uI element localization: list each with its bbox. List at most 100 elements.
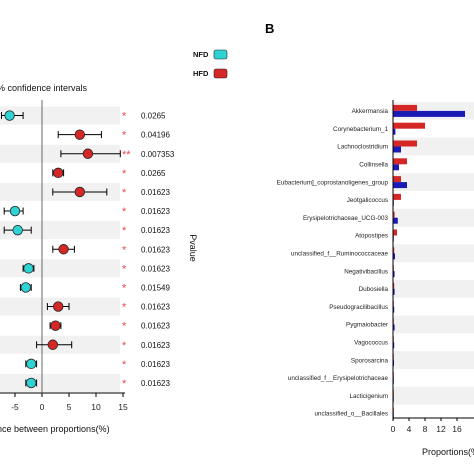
significance-star: * [122, 282, 127, 294]
right-category-labels: Akkermansia Corynebacterium_1 Lachnoclostr… [277, 108, 389, 418]
bar-hfd [393, 229, 397, 236]
bar-nfd [393, 324, 395, 331]
category-label: Erysipelotrichaceae_UCG-003 [303, 215, 389, 222]
category-label: Akkermansia [352, 108, 389, 115]
difference-point [74, 129, 86, 140]
difference-point [47, 339, 59, 350]
difference-point [82, 148, 94, 159]
pvalue-label: 0.01623 [141, 207, 170, 216]
category-label: Lacticigenium [349, 393, 388, 400]
difference-point [26, 377, 37, 389]
category-label: Eubacterium]_coprostanoligenes_group [277, 179, 389, 186]
right-x-axis-title: Proportions(% [422, 447, 474, 457]
significance-star: * [122, 244, 127, 256]
right-row-stripe [393, 280, 474, 298]
significance-star: * [122, 321, 127, 333]
right-row-stripe [393, 315, 474, 334]
pvalue-label: 0.0265 [141, 169, 166, 178]
pvalue-label: 0.01623 [141, 188, 170, 197]
x-tick-label: 15 [118, 402, 128, 412]
category-label: Corynebacterium_1 [333, 126, 388, 133]
significance-star: * [122, 340, 127, 352]
bar-nfd [393, 182, 407, 189]
category-label: Collinsella [359, 162, 388, 169]
category-label: Pseudogracilibacillus [329, 304, 388, 311]
significance-star: * [122, 130, 127, 142]
left-x-ticks: -5 0 5 10 15 [11, 393, 128, 412]
category-label: unclassified_f__Ruminococcaceae [291, 251, 388, 258]
bar-nfd [393, 164, 399, 171]
left-marks [1, 110, 121, 389]
bar-nfd [393, 306, 395, 313]
left-row-stripe [0, 221, 120, 240]
pvalue-label: 0.0265 [141, 112, 166, 121]
pvalue-label: 0.01623 [141, 264, 170, 273]
pvalue-label: 0.01623 [141, 226, 170, 235]
bar-hfd [393, 282, 395, 289]
category-label: Lachnoclostridium [337, 144, 388, 151]
left-subtitle: % confidence intervals [0, 83, 88, 93]
difference-point [26, 358, 37, 370]
bar-hfd [393, 193, 401, 200]
right-x-ticks: 0 4 8 12 16 [391, 418, 462, 434]
x-tick-label: -5 [11, 402, 19, 412]
x-tick-label: 8 [423, 424, 428, 434]
category-label: Dubosiella [359, 286, 389, 293]
bar-hfd [393, 247, 395, 254]
bar-hfd [393, 140, 417, 147]
bar-hfd [393, 122, 425, 129]
significance-star: ** [122, 149, 131, 161]
difference-point [20, 282, 32, 293]
significance-star: * [122, 359, 127, 371]
left-x-axis-title: nce between proportions(%) [0, 424, 110, 434]
bar-nfd [393, 253, 395, 260]
x-tick-label: 12 [436, 424, 446, 434]
bar-nfd [393, 271, 395, 278]
left-row-stripe [0, 373, 120, 392]
legend-label-nfd: NFD [193, 50, 209, 59]
x-tick-label: 0 [391, 424, 396, 434]
significance-star: * [122, 206, 127, 218]
x-tick-label: 5 [67, 402, 72, 412]
pvalue-label: 0.01623 [141, 379, 170, 388]
right-row-stripe [393, 244, 474, 263]
category-label: unclassified_o__Bacillales [314, 411, 388, 418]
significance-star: * [122, 302, 127, 314]
legend-label-hfd: HFD [193, 69, 209, 78]
pvalue-label: 0.01623 [141, 360, 170, 369]
difference-point [58, 244, 69, 255]
difference-point [53, 301, 64, 312]
difference-point [74, 186, 86, 198]
pvalue-label: 0.01623 [141, 322, 170, 331]
bar-nfd [393, 146, 401, 153]
difference-point [50, 320, 61, 331]
left-row-stripe [0, 259, 120, 278]
difference-point [9, 205, 21, 217]
significance-star: * [122, 263, 127, 275]
difference-point [53, 167, 64, 179]
bar-nfd [393, 110, 465, 117]
significance-star: * [122, 168, 127, 180]
category-label: unclassified_f__Erysipelotrichaceae [288, 375, 389, 382]
pvalue-label: 0.01623 [141, 341, 170, 350]
bar-hfd [393, 158, 407, 165]
x-tick-label: 10 [91, 402, 101, 412]
x-tick-label: 16 [452, 424, 462, 434]
pvalue-label: 0.01623 [141, 245, 170, 254]
significance-star: * [122, 225, 127, 237]
difference-point [4, 110, 15, 121]
bar-nfd [393, 217, 398, 224]
category-label: Sporosarcina [351, 357, 389, 364]
category-label: Jeotgalicoccus [347, 197, 388, 204]
right-row-stripe [393, 386, 474, 405]
pvalue-label: 0.01623 [141, 303, 170, 312]
bar-nfd [393, 342, 395, 349]
right-row-stripe [393, 351, 474, 369]
difference-point [23, 263, 34, 274]
pvalue-axis-title: Pvalue [188, 234, 198, 262]
bar-nfd [393, 288, 395, 295]
significance-star: * [122, 111, 127, 123]
right-row-stripes [393, 102, 474, 405]
